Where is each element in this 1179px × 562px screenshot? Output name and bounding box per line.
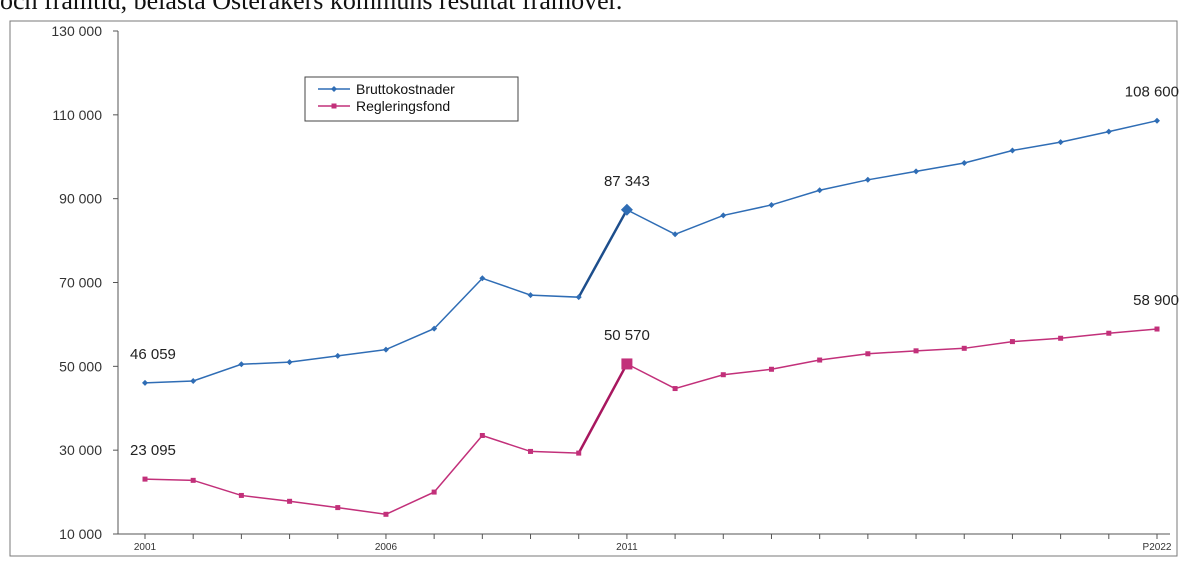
bruttokostnader-point <box>575 294 582 301</box>
regleringsfond-point <box>913 348 919 354</box>
x-tick-label: 2006 <box>375 542 398 553</box>
bruttokostnader-point <box>620 203 633 216</box>
data-label: 23 095 <box>130 442 176 459</box>
data-label: 46 059 <box>130 346 176 363</box>
y-axis: 130 000 110 000 90 000 70 000 50 000 30 000 10… <box>51 23 118 542</box>
legend-box <box>304 76 519 122</box>
data-label: 58 900 <box>1133 292 1179 309</box>
regleringsfond-point <box>1058 335 1064 341</box>
bruttokostnader-point <box>1154 117 1160 124</box>
legend-label: Regleringsfond <box>356 98 450 114</box>
regleringsfond-point <box>528 448 534 454</box>
caption-text: och framtid, belasta Österåkers kommuns … <box>0 0 623 15</box>
bruttokostnader-point <box>816 187 823 194</box>
y-tick-label: 110 000 <box>52 107 102 123</box>
regleringsfond-point <box>865 351 871 357</box>
regleringsfond-point <box>961 345 967 351</box>
series-line-bruttokostnader <box>144 119 1158 384</box>
bruttokostnader-point <box>768 201 775 208</box>
bruttokostnader-point <box>286 359 293 366</box>
regleringsfond-point <box>720 372 726 378</box>
bruttokostnader-point <box>672 231 679 238</box>
data-label: 87 343 <box>604 173 650 190</box>
y-tick-label: 30 000 <box>59 442 102 458</box>
regleringsfond-point <box>335 505 341 511</box>
data-label: 108 600 <box>1125 84 1179 101</box>
bruttokostnader-point <box>238 361 245 368</box>
y-tick-label: 130 000 <box>51 23 102 39</box>
chart-frame <box>9 20 1178 557</box>
bruttokostnader-point <box>1105 128 1112 135</box>
legend-marker <box>331 103 337 109</box>
regleringsfond-point <box>621 358 633 370</box>
bruttokostnader-point <box>382 346 389 353</box>
regleringsfond-point <box>768 366 774 372</box>
outer-border <box>9 20 1178 557</box>
highlight-segment <box>577 363 629 454</box>
bruttokostnader-point <box>334 352 341 359</box>
y-tick-label: 10 000 <box>59 526 102 542</box>
series-lines <box>144 119 1158 516</box>
regleringsfond-point <box>431 489 437 495</box>
regleringsfond-point <box>190 477 196 483</box>
bruttokostnader-point <box>527 292 534 299</box>
x-tick-label: P2022 <box>1143 542 1172 553</box>
legend-marker <box>331 86 337 92</box>
y-tick-label: 90 000 <box>59 191 102 207</box>
bruttokostnader-point <box>864 176 871 183</box>
bruttokostnader-point <box>1057 139 1064 146</box>
regleringsfond-point <box>1106 330 1112 336</box>
bruttokostnader-point <box>720 212 727 219</box>
regleringsfond-point <box>383 511 389 517</box>
series-line-regleringsfond <box>144 328 1158 516</box>
regleringsfond-point <box>1009 339 1015 345</box>
y-tick-label: 50 000 <box>59 358 102 374</box>
highlight-segment <box>577 209 628 298</box>
bruttokostnader-point <box>1009 147 1016 154</box>
data-label: 50 570 <box>604 327 650 344</box>
regleringsfond-point <box>576 450 582 456</box>
data-labels: 46 059 87 343 108 600 23 095 50 570 58 900 <box>130 84 1179 459</box>
bruttokostnader-point <box>479 275 486 282</box>
regleringsfond-point <box>479 432 485 438</box>
series-points <box>142 117 1160 517</box>
bruttokostnader-point <box>961 160 968 167</box>
regleringsfond-point <box>287 498 293 504</box>
x-axis: 2001 2006 2011 P2022 <box>134 534 1172 553</box>
regleringsfond-point <box>142 476 148 482</box>
regleringsfond-point <box>817 357 823 363</box>
x-tick-label: 2001 <box>134 542 157 553</box>
x-tick-label: 2011 <box>616 542 638 553</box>
regleringsfond-point <box>1154 326 1160 332</box>
bruttokostnader-point <box>431 325 438 332</box>
regleringsfond-point <box>238 492 244 498</box>
y-tick-label: 70 000 <box>59 275 102 291</box>
regleringsfond-point <box>672 386 678 392</box>
bruttokostnader-point <box>142 379 148 386</box>
legend-label: Bruttokostnader <box>356 81 455 97</box>
bruttokostnader-point <box>190 378 197 385</box>
bruttokostnader-point <box>913 168 920 175</box>
